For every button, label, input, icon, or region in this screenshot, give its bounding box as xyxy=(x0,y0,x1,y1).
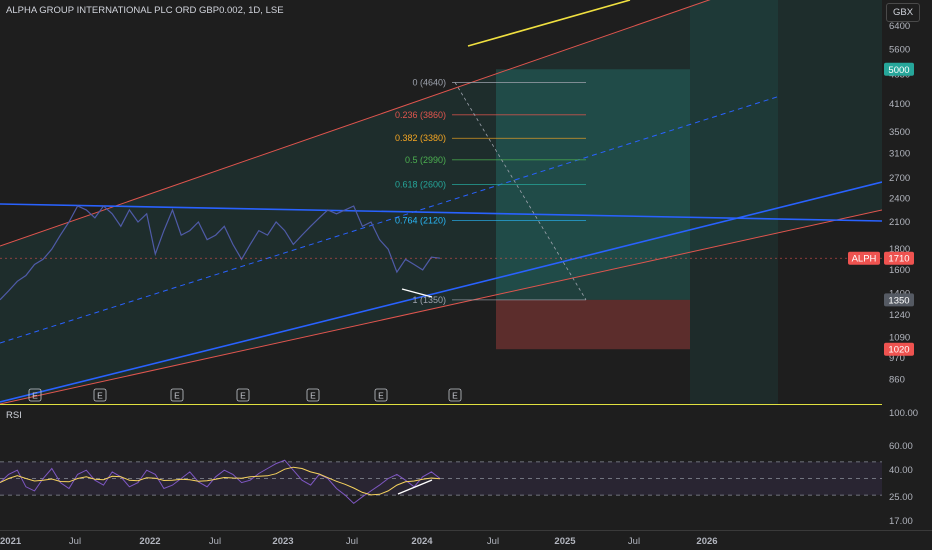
currency-button[interactable]: GBX xyxy=(886,3,920,22)
fib-trend-line xyxy=(454,82,587,301)
projection-line xyxy=(467,0,631,47)
time-tick-label: Jul xyxy=(346,536,358,547)
rsi-tick-label: 25.00 xyxy=(889,492,913,503)
channel-mid-line xyxy=(0,95,781,344)
price-tick-label: 1090 xyxy=(889,333,910,344)
price-marker-label: 1710 xyxy=(888,254,909,265)
price-marker-tag xyxy=(884,342,914,356)
time-tick-label: Jul xyxy=(69,536,81,547)
price-tick-label: 860 xyxy=(889,374,905,385)
price-axis-bg xyxy=(882,0,932,530)
price-marker-label: 5000 xyxy=(888,65,909,76)
price-tick-label: 1240 xyxy=(889,310,910,321)
price-marker-tag xyxy=(848,251,880,265)
fib-level-label: 1 (1350) xyxy=(412,295,446,305)
price-tick-label: 3500 xyxy=(889,127,910,138)
price-marker-tag xyxy=(884,293,914,307)
fib-level-label: 0 (4640) xyxy=(412,77,446,87)
time-tick-label: 2024 xyxy=(411,536,433,547)
channel-fill xyxy=(0,0,882,404)
price-tick-label: 970 xyxy=(889,353,905,364)
rsi-tick-label: 40.00 xyxy=(889,465,913,476)
price-tick-label: 2700 xyxy=(889,173,910,184)
earnings-marker xyxy=(374,388,388,402)
divergence-line xyxy=(401,288,433,298)
earnings-marker-label: E xyxy=(32,391,38,401)
price-tick-label: 1800 xyxy=(889,244,910,255)
time-tick-label: 2021 xyxy=(0,536,22,547)
earnings-marker-label: E xyxy=(240,391,246,401)
rsi-ma-line xyxy=(0,466,441,496)
fib-level-label: 0.5 (2990) xyxy=(405,155,446,165)
projection-zone xyxy=(690,0,778,404)
chart-title: ALPHA GROUP INTERNATIONAL PLC ORD GBP0.0… xyxy=(6,5,284,16)
price-tick-label: 3100 xyxy=(889,148,910,159)
price-marker-label: 1020 xyxy=(888,345,909,356)
earnings-marker-label: E xyxy=(97,391,103,401)
price-tick-label: 6400 xyxy=(889,21,910,32)
price-tick-label: 4100 xyxy=(889,99,910,110)
fib-level-label: 0.382 (3380) xyxy=(395,133,446,143)
price-marker-label: ALPH xyxy=(852,254,877,265)
earnings-marker-label: E xyxy=(310,391,316,401)
fib-level-label: 0.764 (2120) xyxy=(395,215,446,225)
price-marker-label: 1350 xyxy=(888,295,909,306)
price-tick-label: 2100 xyxy=(889,217,910,228)
price-marker-tag xyxy=(884,251,914,265)
earnings-marker-label: E xyxy=(378,391,384,401)
rsi-tick-label: 60.00 xyxy=(889,441,913,452)
rsi-tick-label: 100.00 xyxy=(889,408,918,419)
price-marker-tag xyxy=(884,62,914,76)
earnings-marker xyxy=(170,388,184,402)
time-tick-label: Jul xyxy=(487,536,499,547)
fib-level-label: 0.236 (3860) xyxy=(395,110,446,120)
time-tick-label: 2022 xyxy=(139,536,160,547)
time-tick-label: 2025 xyxy=(554,536,576,547)
earnings-marker xyxy=(28,388,42,402)
price-line xyxy=(0,205,441,301)
channel-lower-line xyxy=(0,209,882,404)
earnings-marker xyxy=(236,388,250,402)
stop-zone xyxy=(496,299,690,350)
support-line xyxy=(0,181,882,403)
earnings-marker-label: E xyxy=(452,391,458,401)
price-tick-label: 5600 xyxy=(889,44,910,55)
rsi-tick-label: 17.00 xyxy=(889,516,913,527)
time-tick-label: Jul xyxy=(628,536,640,547)
fib-level-label: 0.618 (2600) xyxy=(395,179,446,189)
time-tick-label: 2026 xyxy=(696,536,717,547)
earnings-marker xyxy=(93,388,107,402)
rsi-pane-title: RSI xyxy=(6,410,22,421)
earnings-marker xyxy=(306,388,320,402)
time-tick-label: Jul xyxy=(209,536,221,547)
earnings-marker-label: E xyxy=(174,391,180,401)
earnings-marker xyxy=(448,388,462,402)
rsi-divergence-line xyxy=(397,479,433,495)
channel-upper-line xyxy=(0,0,711,247)
price-tick-label: 2400 xyxy=(889,194,910,205)
time-tick-label: 2023 xyxy=(272,536,293,547)
price-tick-label: 1600 xyxy=(889,265,910,276)
